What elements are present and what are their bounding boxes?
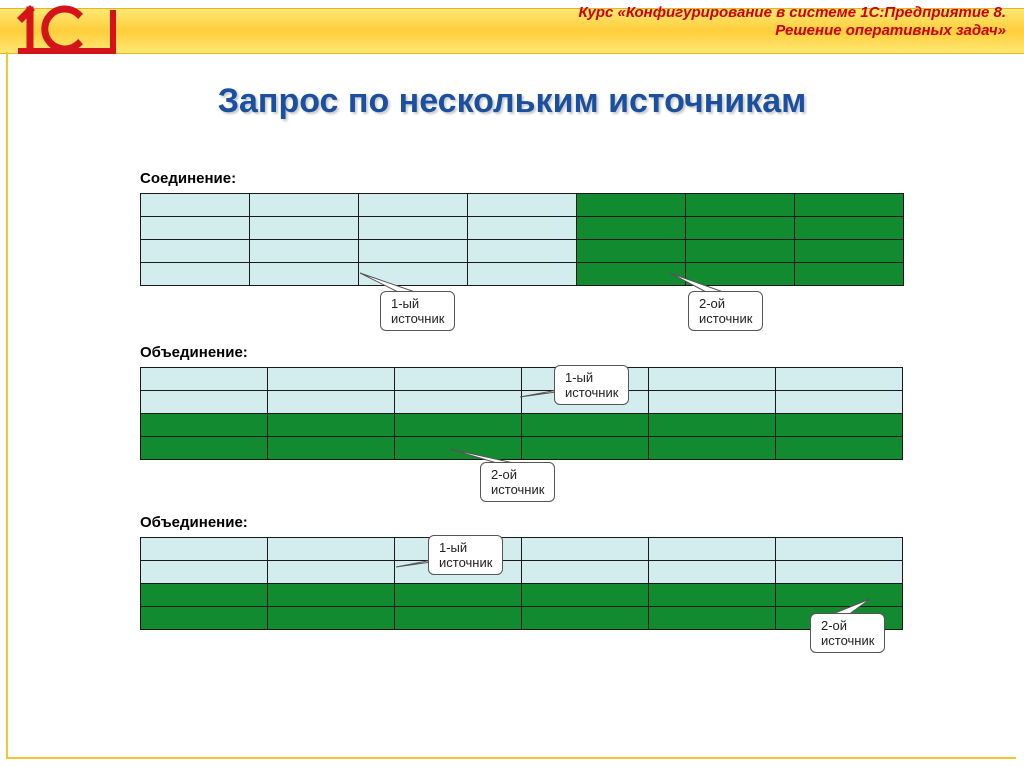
diagram-union2: 1-ыйисточник2-ойисточник bbox=[140, 537, 920, 630]
label-union1: Объединение: bbox=[140, 344, 920, 361]
header-line1: Курс «Конфигурирование в системе 1С:Пред… bbox=[578, 4, 1006, 22]
diagram-union1: 1-ыйисточник2-ойисточник bbox=[140, 367, 920, 460]
content-area: Соединение: 1-ыйисточник2-ойисточник Объ… bbox=[140, 160, 920, 630]
diagram-join: 1-ыйисточник2-ойисточник bbox=[140, 193, 920, 286]
header-line2: Решение оперативных задач» bbox=[578, 22, 1006, 40]
label-union2: Объединение: bbox=[140, 514, 920, 531]
side-accent bbox=[6, 52, 8, 759]
logo-1c bbox=[12, 0, 122, 65]
slide-title: Запрос по нескольким источникам bbox=[0, 82, 1024, 121]
bottom-accent bbox=[6, 757, 1016, 759]
course-header: Курс «Конфигурирование в системе 1С:Пред… bbox=[578, 4, 1006, 40]
label-join: Соединение: bbox=[140, 170, 920, 187]
